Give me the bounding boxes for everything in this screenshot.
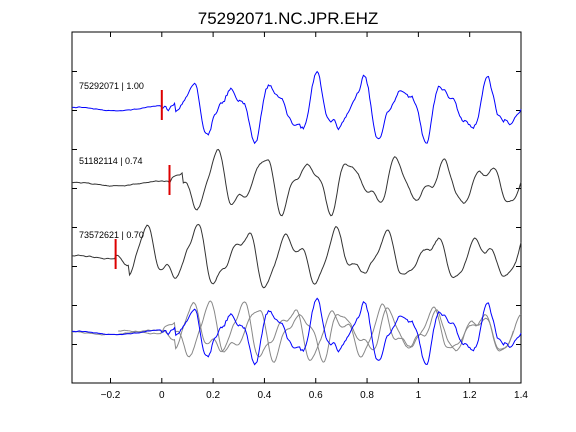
y-ticks	[72, 71, 521, 345]
x-tick-label: 1.2	[463, 390, 477, 401]
x-tick-label: 1	[416, 390, 422, 401]
trace-waveform-73572621	[71, 223, 522, 289]
trace-waveform-51182114	[71, 148, 522, 217]
x-tick-label: 0	[159, 390, 165, 401]
traces-group	[71, 70, 522, 289]
trace-waveform-75292071	[71, 70, 522, 145]
chart-title: 75292071.NC.JPR.EHZ	[198, 9, 378, 28]
x-tick-label: 1.4	[514, 390, 528, 401]
trace-label-73572621: 73572621 | 0.70	[79, 230, 144, 240]
pick-markers	[114, 90, 171, 269]
trace-label-51182114: 51182114 | 0.74	[79, 156, 143, 166]
trace-labels: 75292071 | 1.00 51182114 | 0.74 73572621 |…	[79, 81, 144, 240]
overlay-trace-reference	[71, 297, 522, 366]
overlay-group	[71, 297, 522, 366]
x-tick-label: 0.2	[206, 390, 220, 401]
x-tick-label: 0.4	[257, 390, 271, 401]
overlay-trace-51182114	[72, 300, 514, 363]
x-tick-label: 0.6	[309, 390, 323, 401]
x-tick-label: 0.8	[360, 390, 374, 401]
plot-frame	[71, 31, 522, 384]
x-tick-label: −0.2	[101, 390, 121, 401]
x-ticks: −0.2 0 0.2 0.4 0.6 0.8 1 1.2 1.4	[101, 32, 528, 401]
overlay-trace-73572621	[118, 301, 522, 361]
trace-label-75292071: 75292071 | 1.00	[79, 81, 144, 91]
